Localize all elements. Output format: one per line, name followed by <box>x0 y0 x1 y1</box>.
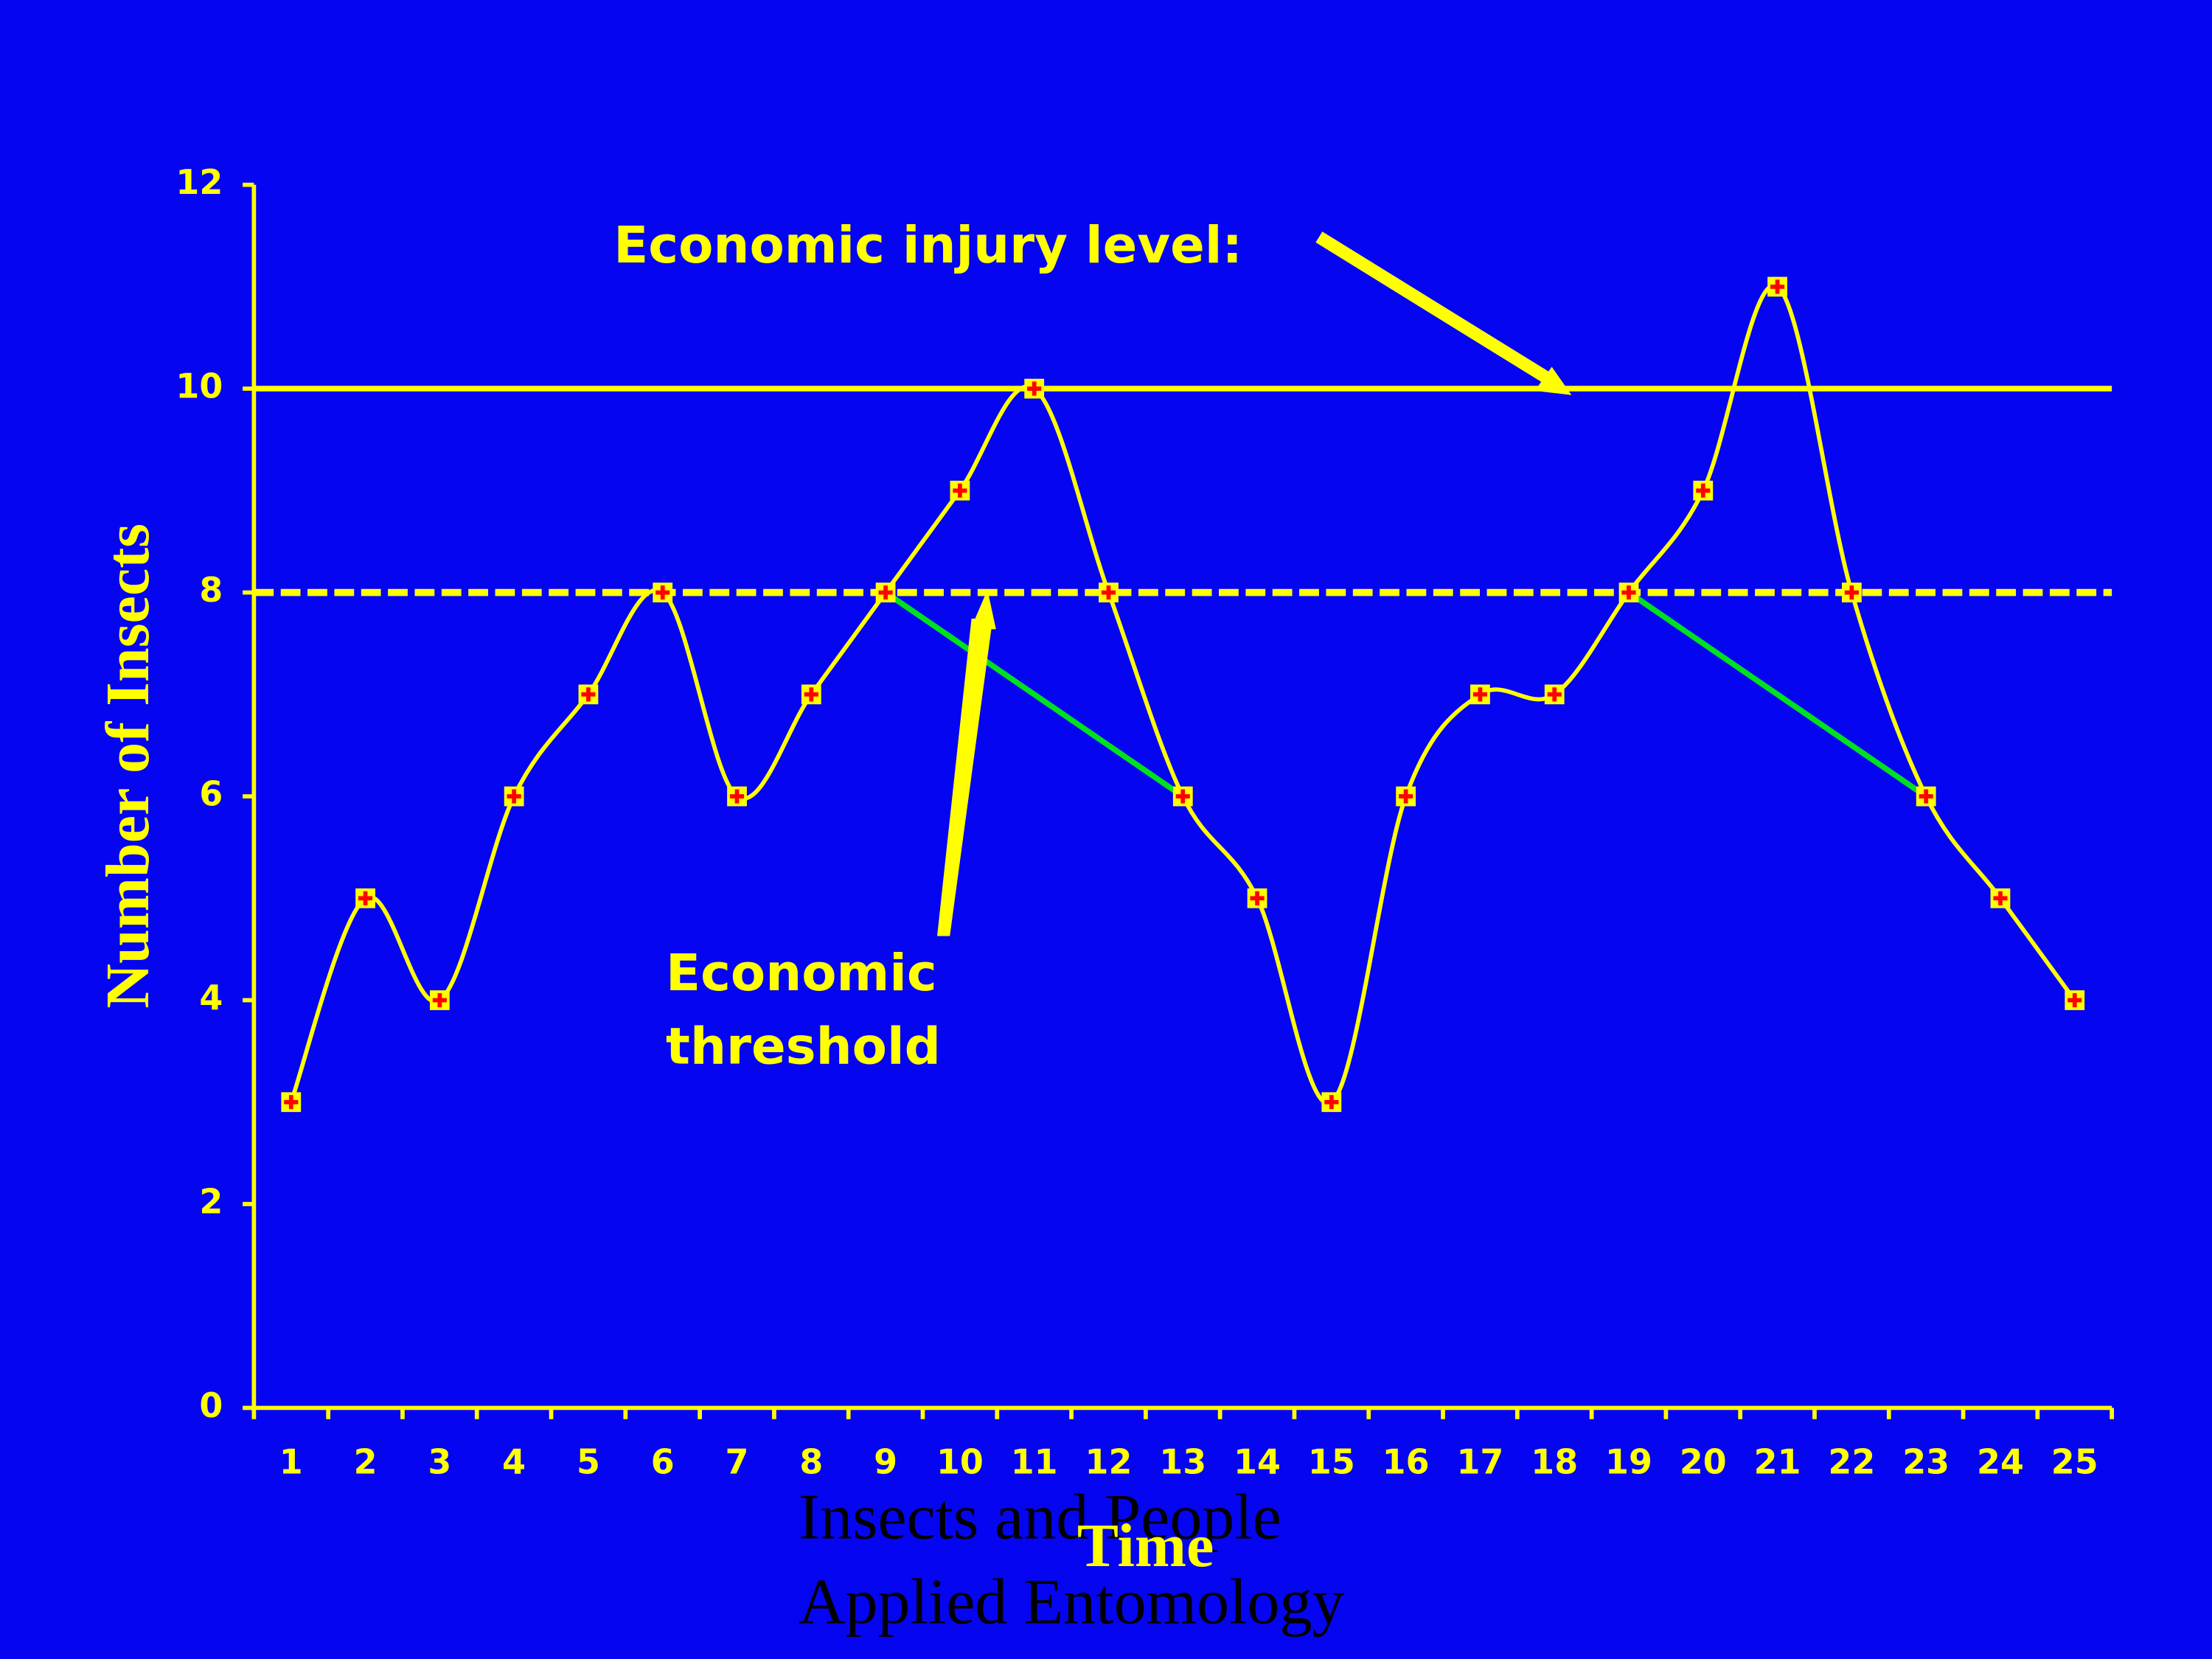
marker-cross <box>1770 279 1785 294</box>
x-tick-label: 6 <box>651 1441 675 1481</box>
data-point <box>1247 888 1267 908</box>
x-tick-label: 12 <box>1085 1441 1133 1481</box>
data-point <box>1544 684 1565 705</box>
data-point <box>653 582 673 602</box>
threshold-arrowhead <box>970 589 996 630</box>
marker-cross <box>1399 789 1413 804</box>
data-point <box>355 888 375 908</box>
marker-cross <box>358 891 373 905</box>
x-tick-label: 24 <box>1977 1441 2024 1481</box>
data-point <box>1841 582 1862 602</box>
data-point <box>1916 786 1936 807</box>
x-tick-label: 11 <box>1011 1441 1058 1481</box>
data-point <box>2065 990 2085 1010</box>
data-point <box>1990 888 2011 908</box>
y-tick-label: 0 <box>199 1385 223 1425</box>
marker-cross <box>1621 585 1636 600</box>
data-point <box>1172 786 1193 807</box>
x-tick-label: 9 <box>874 1441 897 1481</box>
marker-cross <box>804 687 818 702</box>
data-point <box>504 786 524 807</box>
marker-cross <box>2067 992 2082 1008</box>
y-tick-label: 6 <box>199 774 223 814</box>
marker-cross <box>507 789 521 804</box>
y-tick-label: 8 <box>199 570 223 610</box>
x-tick-label: 2 <box>354 1441 378 1481</box>
data-point <box>1618 582 1639 602</box>
injury-label: Economic injury level: <box>613 216 1242 275</box>
y-tick-label: 12 <box>175 162 223 202</box>
x-tick-label: 13 <box>1159 1441 1206 1481</box>
x-tick-label: 25 <box>2051 1441 2098 1481</box>
x-tick-label: 18 <box>1531 1441 1578 1481</box>
x-tick-label: 16 <box>1382 1441 1430 1481</box>
data-point <box>950 480 970 501</box>
marker-cross <box>878 585 893 600</box>
marker-cross <box>1547 687 1562 702</box>
y-tick-label: 4 <box>199 978 223 1018</box>
data-point <box>281 1092 302 1113</box>
x-tick-label: 4 <box>502 1441 526 1481</box>
x-tick-label: 8 <box>799 1441 823 1481</box>
y-axis-title: Number of Insects <box>94 524 162 1009</box>
threshold-label: threshold <box>666 1018 941 1077</box>
x-tick-label: 10 <box>936 1441 984 1481</box>
x-axis-title: Time <box>1077 1512 1214 1580</box>
decline-line <box>883 590 1185 799</box>
marker-cross <box>1324 1095 1339 1110</box>
x-tick-label: 23 <box>1902 1441 1950 1481</box>
data-point <box>1024 378 1045 399</box>
data-point <box>429 990 450 1010</box>
injury-arrowhead <box>1534 366 1572 395</box>
x-tick-label: 7 <box>726 1441 749 1481</box>
marker-cross <box>1844 585 1859 600</box>
footer-line: Insects and People <box>799 1482 1281 1554</box>
x-tick-label: 1 <box>279 1441 303 1481</box>
marker-cross <box>729 789 745 804</box>
y-tick-label: 10 <box>175 366 223 406</box>
marker-cross <box>432 992 447 1008</box>
marker-cross <box>953 483 967 498</box>
data-point <box>1767 276 1787 297</box>
marker-cross <box>1027 381 1042 396</box>
footer-line: Applied Entomology <box>799 1566 1345 1638</box>
x-tick-label: 17 <box>1456 1441 1503 1481</box>
x-tick-label: 20 <box>1680 1441 1727 1481</box>
marker-cross <box>1175 789 1190 804</box>
y-tick-label: 2 <box>199 1181 223 1221</box>
data-point <box>1470 684 1490 705</box>
data-point <box>578 684 599 705</box>
decline-line <box>1627 590 1928 799</box>
marker-cross <box>1101 585 1116 600</box>
x-tick-label: 15 <box>1308 1441 1355 1481</box>
marker-cross <box>1472 687 1488 702</box>
data-point <box>1396 786 1416 807</box>
data-point <box>875 582 896 602</box>
data-point <box>801 684 821 705</box>
data-point <box>1099 582 1119 602</box>
injury-arrow <box>1315 232 1556 386</box>
data-point <box>1693 480 1714 501</box>
threshold-label: Economic <box>666 944 937 1003</box>
marker-cross <box>1696 483 1711 498</box>
marker-cross <box>1250 891 1265 905</box>
x-tick-label: 14 <box>1234 1441 1281 1481</box>
x-tick-label: 22 <box>1828 1441 1875 1481</box>
data-point <box>727 786 747 807</box>
x-tick-label: 19 <box>1605 1441 1652 1481</box>
marker-cross <box>655 585 670 600</box>
data-point <box>1321 1092 1342 1113</box>
marker-cross <box>1919 789 1933 804</box>
x-tick-label: 5 <box>577 1441 600 1481</box>
x-tick-label: 21 <box>1754 1441 1801 1481</box>
marker-cross <box>1993 891 2008 905</box>
x-tick-label: 3 <box>428 1441 451 1481</box>
marker-cross <box>284 1095 299 1110</box>
marker-cross <box>581 687 596 702</box>
